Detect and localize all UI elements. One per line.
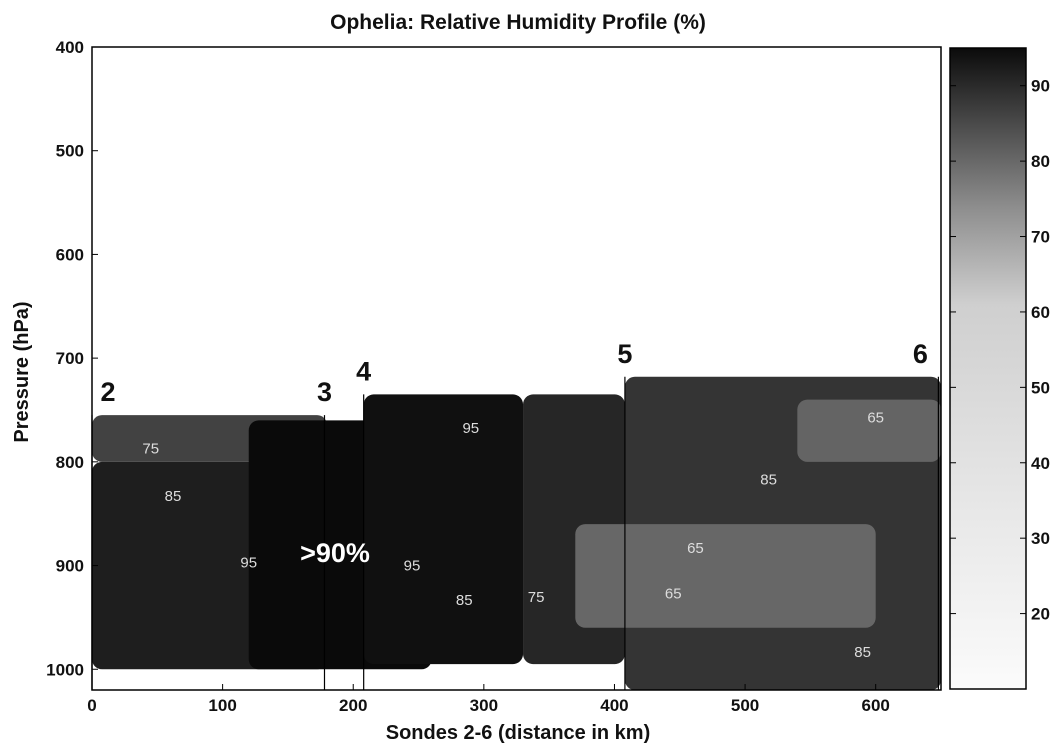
y-tick-label-1000: 1000: [46, 660, 84, 679]
colorbar: 20 30 40 50 60 70 80 90: [949, 47, 1050, 690]
sonde-label-2: 2: [100, 377, 115, 407]
sonde-label-5: 5: [617, 339, 632, 369]
contour-label-10: 65: [867, 409, 884, 426]
plot-frame: [91, 46, 942, 691]
y-axis-label: Pressure (hPa): [11, 301, 33, 442]
sonde-label-4: 4: [356, 356, 371, 386]
region-core-4-5: [363, 394, 524, 665]
colorbar-tick-label-20: 20: [1031, 605, 1050, 624]
y-tick-label-700: 700: [56, 349, 84, 368]
y-tick-label-800: 800: [56, 453, 84, 472]
contour-label-9: 85: [760, 472, 777, 489]
plot-area: 2 34 5 6 75 85 95 95 95 85 75 65 65 85 65 85 0 100 200 30…: [46, 38, 942, 715]
colorbar-tick-label-80: 80: [1031, 152, 1050, 171]
chart-title: Ophelia: Relative Humidity Profile (%): [330, 11, 706, 34]
y-tick-label-400: 400: [56, 38, 84, 57]
x-tick-label-100: 100: [208, 696, 236, 715]
x-tick-label-400: 400: [600, 696, 628, 715]
colorbar-tick-label-50: 50: [1031, 378, 1050, 397]
x-tick-label-500: 500: [731, 696, 759, 715]
x-tick-label-0: 0: [87, 696, 96, 715]
annotation-over-90: >90%: [300, 538, 370, 568]
contour-label-11: 85: [854, 644, 871, 661]
x-tick-label-300: 300: [470, 696, 498, 715]
x-tick-label-600: 600: [862, 696, 890, 715]
colorbar-gradient: [949, 47, 1027, 690]
x-axis-label: Sondes 2-6 (distance in km): [386, 722, 651, 744]
contour-label-5: 85: [456, 592, 473, 609]
contour-label-1: 85: [165, 488, 182, 505]
colorbar-tick-label-90: 90: [1031, 77, 1050, 96]
contour-label-2: 95: [240, 555, 257, 572]
y-tick-label-500: 500: [56, 142, 84, 161]
sonde-label-6: 6: [913, 339, 928, 369]
region-dry-upper-5-6: [797, 399, 941, 462]
sonde-label-3: 3: [317, 377, 332, 407]
contour-label-8: 65: [665, 586, 682, 603]
colorbar-tick-label-70: 70: [1031, 228, 1050, 247]
x-tick-label-200: 200: [339, 696, 367, 715]
colorbar-tick-label-40: 40: [1031, 454, 1050, 473]
colorbar-tick-label-30: 30: [1031, 529, 1050, 548]
colorbar-tick-label-60: 60: [1031, 303, 1050, 322]
contour-label-6: 75: [528, 589, 545, 606]
contour-label-4: 95: [462, 420, 479, 437]
y-tick-label-900: 900: [56, 557, 84, 576]
contour-label-3: 95: [404, 558, 421, 575]
region-dry-lower-5-6: [575, 524, 876, 628]
y-tick-label-600: 600: [56, 245, 84, 264]
contour-label-0: 75: [142, 441, 159, 458]
contour-label-7: 65: [687, 540, 704, 557]
